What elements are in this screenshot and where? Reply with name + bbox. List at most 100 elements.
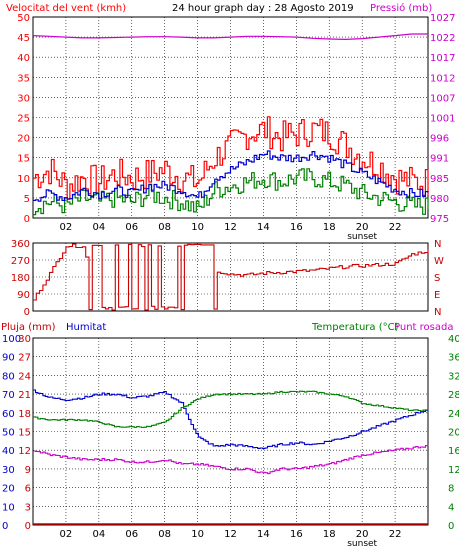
- x-tick-label: 20: [356, 222, 369, 233]
- rain-tick: 6: [25, 484, 31, 495]
- sunset-label: sunset: [347, 232, 377, 242]
- x-tick-label: 12: [224, 529, 237, 540]
- x-tick-label: 22: [389, 529, 402, 540]
- humidity-tick: 30: [2, 465, 15, 476]
- rain-label: Pluja (mm): [1, 322, 56, 333]
- x-tick-label: 14: [257, 529, 270, 540]
- x-tick-label: 16: [290, 529, 303, 540]
- dewpoint-line: [33, 444, 429, 475]
- direction-tick: 0: [24, 307, 30, 318]
- x-tick-label: 18: [323, 529, 336, 540]
- wind-tick: 5: [24, 194, 30, 205]
- humidity-label: Humitat: [66, 322, 106, 333]
- wind-tick: 30: [17, 93, 30, 104]
- wind-pressure-panel: 5045403530252015105010271022101710121007…: [17, 13, 455, 242]
- pressure-tick: 985: [430, 174, 449, 185]
- sunset-label: sunset: [347, 539, 377, 549]
- x-tick-label: 06: [125, 529, 138, 540]
- x-tick-label: 16: [290, 222, 303, 233]
- temperature-tick: 36: [448, 353, 459, 364]
- temperature-line: [33, 390, 429, 429]
- x-tick-label: 10: [191, 529, 204, 540]
- wind-tick: 50: [17, 13, 30, 24]
- wind-tick: 35: [17, 73, 30, 84]
- pressure-tick: 975: [430, 214, 449, 225]
- direction-tick: 180: [11, 273, 30, 284]
- compass-tick: W: [434, 256, 444, 267]
- humidity-tick: 70: [2, 390, 15, 401]
- humidity-tick: 10: [2, 502, 15, 513]
- wind-tick: 45: [17, 33, 30, 44]
- wind-speed-label: Velocitat del vent (kmh): [6, 3, 126, 14]
- wind-tick: 25: [17, 114, 30, 125]
- x-tick-label: 12: [224, 222, 237, 233]
- temperature-tick: 0: [448, 521, 454, 532]
- x-tick-label: 22: [389, 222, 402, 233]
- rain-tick: 3: [25, 502, 31, 513]
- x-tick-label: 08: [158, 222, 171, 233]
- x-tick-label: 04: [92, 222, 105, 233]
- temperature-tick: 16: [448, 446, 459, 457]
- x-tick-label: 04: [92, 529, 105, 540]
- direction-tick: 360: [11, 239, 30, 250]
- temperature-tick: 20: [448, 428, 459, 439]
- wind-avg-line: [33, 150, 429, 202]
- rain-tick: 21: [18, 390, 31, 401]
- rain-tick: 24: [18, 371, 31, 382]
- humidity-tick: 40: [2, 446, 15, 457]
- pressure-label: Pressió (mb): [370, 2, 432, 14]
- pressure-tick: 1022: [430, 33, 455, 44]
- rain-tick: 30: [18, 334, 31, 345]
- wind-speed-line: [33, 116, 429, 200]
- rain-tick: 12: [18, 446, 31, 457]
- temperature-tick: 32: [448, 371, 459, 382]
- temperature-tick: 40: [448, 334, 459, 345]
- chart-title: 24 hour graph day : 28 Agosto 2019: [172, 3, 354, 14]
- rain-tick: 15: [18, 428, 31, 439]
- wind-tick: 20: [17, 134, 30, 145]
- humidity-tick: 80: [2, 371, 15, 382]
- x-tick-label: 06: [125, 222, 138, 233]
- temperature-tick: 24: [448, 409, 459, 420]
- x-tick-label: 18: [323, 222, 336, 233]
- rain-tick: 27: [18, 353, 31, 364]
- pressure-tick: 980: [430, 194, 449, 205]
- pressure-tick: 996: [430, 134, 449, 145]
- x-tick-label: 10: [191, 222, 204, 233]
- direction-tick: 270: [11, 256, 30, 267]
- pressure-tick: 1012: [430, 73, 455, 84]
- wind-tick: 40: [17, 53, 30, 64]
- compass-tick: N: [434, 239, 441, 250]
- x-tick-label: 02: [60, 222, 73, 233]
- compass-tick: E: [434, 290, 440, 301]
- dewpoint-label: Punt rosada: [394, 322, 453, 333]
- compass-tick: S: [434, 273, 440, 284]
- pressure-tick: 1027: [430, 13, 455, 24]
- rain-tick: 9: [25, 465, 31, 476]
- humidity-line: [33, 389, 429, 449]
- compass-tick: N: [434, 307, 441, 318]
- humidity-tick: 20: [2, 484, 15, 495]
- x-tick-label: 02: [60, 529, 73, 540]
- temperature-humidity-panel: 1009080706050403020100302724211815129630…: [2, 334, 459, 549]
- wind-tick: 0: [24, 214, 30, 225]
- pressure-line: [32, 33, 428, 41]
- direction-tick: 90: [17, 290, 30, 301]
- humidity-tick: 0: [2, 521, 8, 532]
- rain-tick: 18: [18, 409, 31, 420]
- x-tick-label: 14: [257, 222, 270, 233]
- temperature-tick: 28: [448, 390, 459, 401]
- rain-tick: 0: [25, 521, 31, 532]
- x-tick-label: 20: [356, 529, 369, 540]
- x-tick-label: 08: [158, 529, 171, 540]
- temperature-label: Temperatura (°C): [311, 322, 399, 333]
- wind-tick: 15: [17, 154, 30, 165]
- wind-direction-line: [33, 243, 429, 311]
- temperature-tick: 12: [448, 465, 459, 476]
- wind-tick: 10: [17, 174, 30, 185]
- humidity-tick: 90: [2, 353, 15, 364]
- pressure-tick: 1007: [430, 93, 455, 104]
